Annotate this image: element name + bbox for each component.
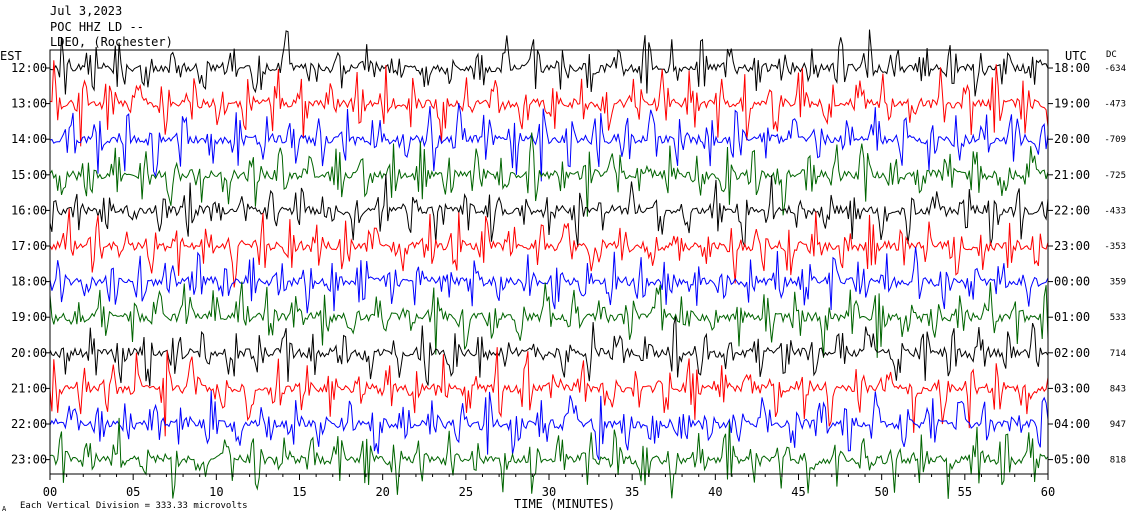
trace-2200 <box>49 390 1049 460</box>
est-label: 21:00 <box>11 381 47 395</box>
x-tick-label: 35 <box>625 485 639 499</box>
dc-value: 843 <box>1110 384 1126 394</box>
trace-2300 <box>49 417 1049 499</box>
x-tick-label: 10 <box>209 485 223 499</box>
x-tick-label: 15 <box>292 485 306 499</box>
x-tick-label: 50 <box>874 485 888 499</box>
est-label: 18:00 <box>11 275 47 289</box>
utc-label: 01:00 <box>1054 310 1090 324</box>
trace-1600 <box>49 173 1049 247</box>
est-label: 19:00 <box>11 310 47 324</box>
est-label: 14:00 <box>11 132 47 146</box>
dc-value: 359 <box>1110 278 1126 288</box>
dc-value: -725 <box>1104 171 1126 181</box>
dc-value: 947 <box>1110 420 1126 430</box>
trace-1200 <box>49 29 1049 97</box>
dc-value: -709 <box>1104 135 1126 145</box>
header-station: POC HHZ LD -- <box>50 20 144 34</box>
corner-mark: A <box>2 505 7 513</box>
utc-label: 22:00 <box>1054 203 1090 217</box>
est-label: 12:00 <box>11 61 47 75</box>
dc-value: 818 <box>1110 456 1126 466</box>
trace-1800 <box>49 246 1049 314</box>
utc-label: 19:00 <box>1054 97 1090 111</box>
seismic-traces <box>49 29 1049 499</box>
utc-label: 21:00 <box>1054 168 1090 182</box>
trace-1700 <box>49 208 1049 288</box>
x-axis-ticks: 00 05 10 15 20 25 30 35 40 45 50 55 60 <box>43 474 1055 499</box>
x-tick-label: 45 <box>791 485 805 499</box>
trace-1900 <box>49 281 1049 358</box>
trace-1400 <box>49 103 1049 182</box>
dc-value: 714 <box>1110 349 1126 359</box>
x-tick-label: 25 <box>459 485 473 499</box>
est-label: 17:00 <box>11 239 47 253</box>
header-network: LDEO, (Rochester) <box>50 35 173 49</box>
est-label: 23:00 <box>11 453 47 467</box>
est-label: 15:00 <box>11 168 47 182</box>
scale-note: Each Vertical Division = 333.33 microvol… <box>20 501 248 511</box>
trace-1300 <box>49 60 1049 147</box>
x-tick-label: 60 <box>1041 485 1055 499</box>
dc-value: 533 <box>1110 313 1126 323</box>
dc-value: -473 <box>1104 100 1126 110</box>
utc-axis-label: UTC <box>1065 49 1087 63</box>
utc-label: 20:00 <box>1054 132 1090 146</box>
est-label: 22:00 <box>11 417 47 431</box>
utc-label: 04:00 <box>1054 417 1090 431</box>
est-label: 16:00 <box>11 203 47 217</box>
utc-label: 18:00 <box>1054 61 1090 75</box>
utc-label: 05:00 <box>1054 453 1090 467</box>
est-axis-label: EST <box>0 49 22 63</box>
dc-axis-label: DC <box>1106 50 1117 60</box>
utc-label: 23:00 <box>1054 239 1090 253</box>
dc-value: -433 <box>1104 206 1126 216</box>
trace-1500 <box>49 132 1049 217</box>
est-label: 13:00 <box>11 97 47 111</box>
x-tick-label: 00 <box>43 485 57 499</box>
utc-label: 02:00 <box>1054 346 1090 360</box>
est-label: 20:00 <box>11 346 47 360</box>
header-date: Jul 3,2023 <box>50 4 122 18</box>
x-tick-label: 05 <box>126 485 140 499</box>
x-tick-label: 55 <box>958 485 972 499</box>
dc-value: -353 <box>1104 242 1126 252</box>
utc-label: 03:00 <box>1054 381 1090 395</box>
x-tick-label: 20 <box>375 485 389 499</box>
dc-value: -634 <box>1104 64 1126 74</box>
row-labels: 12:00 18:00 -634 13:00 19:00 -473 14:00 20:00 -7… <box>11 61 1126 467</box>
trace-2000 <box>49 316 1049 387</box>
utc-label: 00:00 <box>1054 275 1090 289</box>
trace-2100 <box>49 347 1049 437</box>
x-tick-label: 30 <box>542 485 556 499</box>
x-axis-title: TIME (MINUTES) <box>514 497 615 511</box>
x-tick-label: 40 <box>708 485 722 499</box>
